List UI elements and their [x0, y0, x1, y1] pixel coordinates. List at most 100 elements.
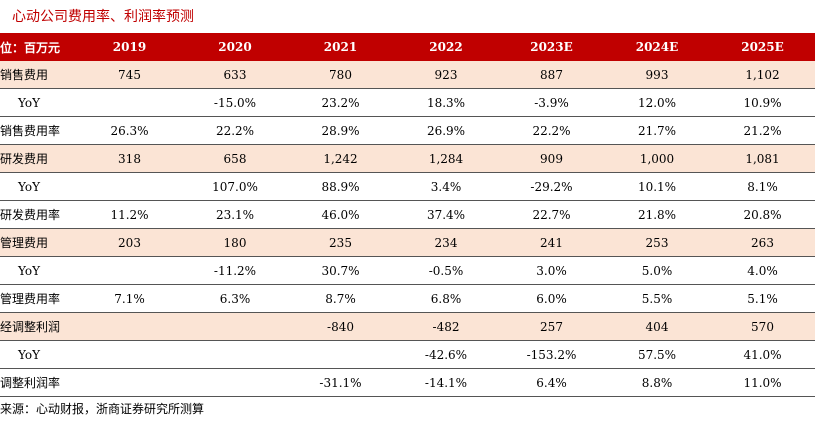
cell-value: 2021: [323, 40, 358, 54]
cell-value: [77, 173, 182, 200]
cell-value: 241: [540, 235, 563, 250]
table-row: 研发费用 318 658 1,242 1,284 909 1,000 1,081: [0, 145, 815, 173]
table-row: 管理费用 203 180 235 234 241 253 263: [0, 229, 815, 257]
cell-value: 10.1%: [637, 179, 677, 194]
cell-value: 8.8%: [641, 375, 673, 390]
cell-value: -840: [327, 319, 354, 334]
cell-value: 88.9%: [321, 179, 360, 194]
cell-value: 26.9%: [426, 123, 466, 138]
cell-value: 180: [223, 235, 247, 250]
cell-value: 7.1%: [114, 291, 145, 306]
row-label: YoY: [18, 95, 41, 110]
cell-value: 203: [118, 235, 141, 250]
cell-value: 257: [540, 319, 563, 334]
cell-value: 2023E: [530, 40, 573, 54]
cell-value: [77, 341, 182, 368]
cell-value: 570: [751, 319, 774, 334]
cell-value: [183, 369, 288, 396]
table-title: 心动公司费用率、利润率预测: [12, 9, 194, 25]
row-label: 销售费用: [0, 68, 49, 82]
cell-value: [77, 257, 182, 284]
cell-value: 234: [434, 235, 458, 250]
cell-value: -0.5%: [428, 263, 464, 278]
cell-value: 1,081: [745, 151, 780, 166]
cell-value: 23.1%: [215, 207, 255, 222]
cell-value: 658: [223, 151, 247, 166]
row-label: YoY: [18, 263, 41, 278]
cell-value: 6.8%: [430, 291, 462, 306]
cell-value: 30.7%: [321, 263, 360, 278]
cell-value: 21.8%: [637, 207, 677, 222]
cell-value: 1,000: [639, 151, 675, 166]
cell-value: 37.4%: [426, 207, 466, 222]
cell-value: -31.1%: [319, 375, 362, 390]
cell-value: 253: [645, 235, 669, 250]
cell-value: 6.3%: [219, 291, 251, 306]
cell-value: 12.0%: [637, 95, 677, 110]
table-row: 管理费用率 7.1% 6.3% 8.7% 6.8% 6.0% 5.5% 5.1%: [0, 285, 815, 313]
cell-value: 2020: [218, 40, 252, 54]
cell-value: 18.3%: [426, 95, 466, 110]
cell-value: 923: [434, 67, 458, 82]
cell-value: 745: [118, 67, 141, 82]
cell-value: -11.2%: [213, 263, 257, 278]
cell-value: 2019: [112, 40, 147, 54]
cell-value: 46.0%: [321, 207, 360, 222]
cell-value: 404: [645, 319, 669, 334]
cell-value: 26.3%: [110, 123, 149, 138]
cell-value: 8.1%: [747, 179, 778, 194]
cell-value: -482: [432, 319, 460, 334]
cell-value: 2025E: [741, 40, 784, 54]
cell-value: -14.1%: [424, 375, 468, 390]
header-row: 位：百万元 2019 2020 2021 2022 2023E 2024E 2025E: [0, 33, 815, 61]
cell-value: [77, 89, 182, 116]
row-label: 管理费用率: [0, 292, 61, 306]
cell-value: -3.9%: [534, 95, 569, 110]
cell-value: 633: [223, 67, 247, 82]
table-row: YoY -42.6% -153.2% 57.5% 41.0%: [0, 341, 815, 369]
cell-value: [183, 341, 288, 368]
row-label: 位：百万元: [0, 40, 61, 55]
cell-value: 887: [540, 67, 563, 82]
row-label: 销售费用率: [0, 124, 61, 138]
cell-value: 318: [118, 151, 141, 166]
row-label: 研发费用率: [0, 208, 61, 222]
table-row: YoY -15.0% 23.2% 18.3% -3.9% 12.0% 10.9%: [0, 89, 815, 117]
cell-value: 10.9%: [743, 95, 782, 110]
cell-value: 2024E: [635, 40, 679, 54]
cell-value: 6.0%: [536, 291, 567, 306]
cell-value: [288, 341, 393, 368]
table-row: 经调整利润 -840 -482 257 404 570: [0, 313, 815, 341]
cell-value: 28.9%: [321, 123, 360, 138]
table-row: YoY -11.2% 30.7% -0.5% 3.0% 5.0% 4.0%: [0, 257, 815, 285]
cell-value: [77, 313, 182, 340]
cell-value: 5.0%: [641, 263, 673, 278]
cell-value: 20.8%: [743, 207, 782, 222]
cell-value: [183, 313, 288, 340]
cell-value: -29.2%: [530, 179, 573, 194]
cell-value: 5.5%: [641, 291, 673, 306]
cell-value: 909: [540, 151, 563, 166]
cell-value: -15.0%: [213, 95, 257, 110]
cell-value: 41.0%: [743, 347, 782, 362]
row-label: YoY: [18, 347, 41, 362]
cell-value: 11.0%: [743, 375, 782, 390]
table-row: 销售费用 745 633 780 923 887 993 1,102: [0, 61, 815, 89]
row-label: 调整利润率: [0, 376, 61, 390]
cell-value: 4.0%: [747, 263, 778, 278]
row-label: 研发费用: [0, 152, 49, 166]
cell-value: 6.4%: [536, 375, 567, 390]
cell-value: 1,242: [323, 151, 358, 166]
cell-value: 21.7%: [637, 123, 677, 138]
table-row: YoY 107.0% 88.9% 3.4% -29.2% 10.1% 8.1%: [0, 173, 815, 201]
cell-value: -42.6%: [424, 347, 468, 362]
cell-value: 11.2%: [110, 207, 149, 222]
cell-value: 5.1%: [747, 291, 778, 306]
cell-value: [77, 369, 182, 396]
row-label: 管理费用: [0, 236, 49, 250]
cell-value: 22.2%: [532, 123, 571, 138]
cell-value: 22.2%: [215, 123, 255, 138]
cell-value: 22.7%: [532, 207, 571, 222]
table: 位：百万元 2019 2020 2021 2022 2023E 2024E 2025E 销售费用…: [0, 33, 815, 397]
